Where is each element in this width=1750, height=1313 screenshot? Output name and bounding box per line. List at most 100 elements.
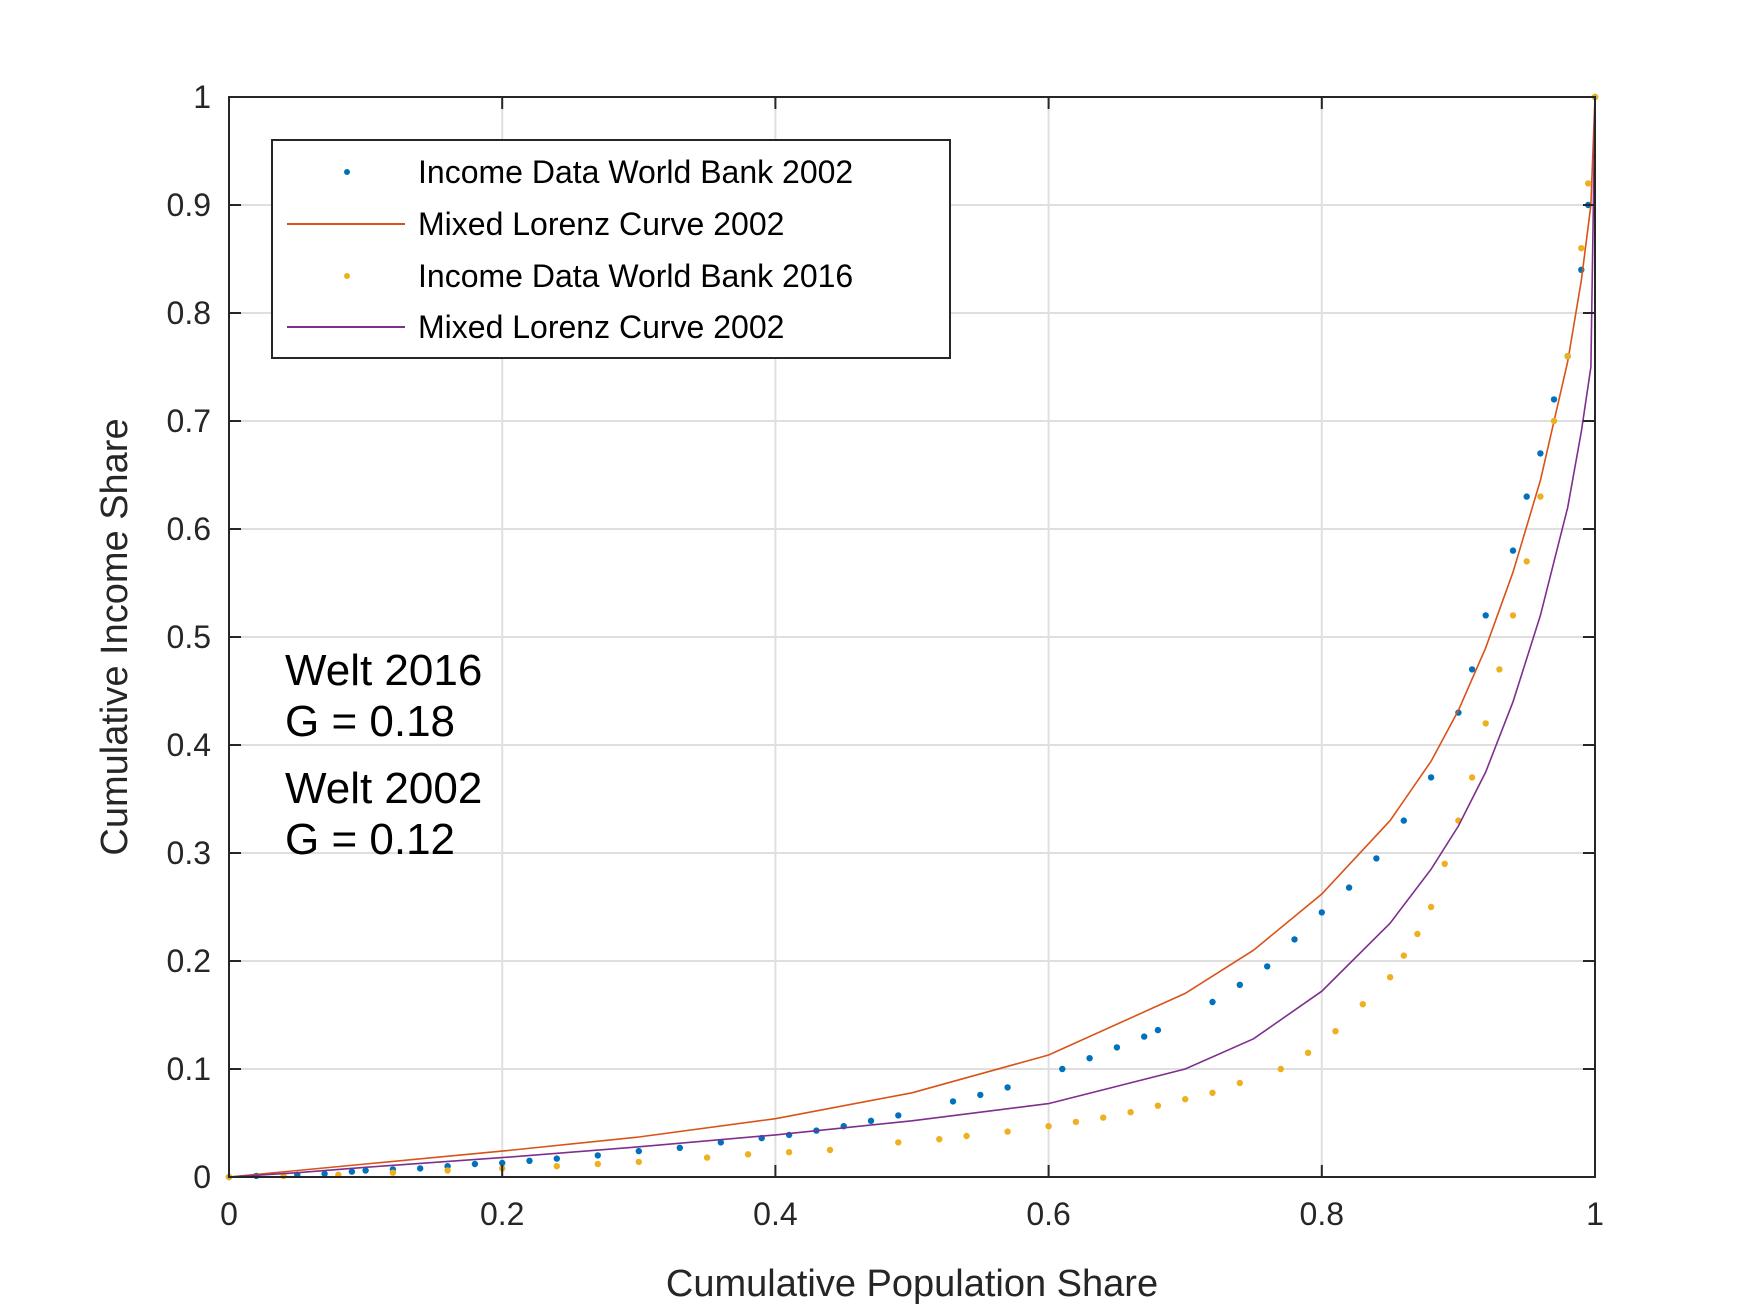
data-point <box>635 1158 642 1166</box>
data-point <box>1482 720 1489 727</box>
y-axis-label: Cumulative Income Share <box>94 418 136 855</box>
y-tick-label: 0.3 <box>167 835 211 871</box>
data-point <box>321 1170 328 1178</box>
y-tick-label: 0.1 <box>167 1051 211 1087</box>
data-point <box>635 1147 642 1155</box>
x-tick-label: 0.2 <box>480 1196 524 1232</box>
data-point <box>1113 1044 1121 1051</box>
data-point <box>1400 952 1408 959</box>
legend-label-mlc-2002-a: Mixed Lorenz Curve 2002 <box>418 206 784 242</box>
data-point <box>417 1165 424 1172</box>
annotation-welt-2002: Welt 2002 <box>285 764 482 813</box>
legend-item-mlc-2002-a: Mixed Lorenz Curve 2002 <box>287 206 784 242</box>
data-point <box>1154 1102 1162 1109</box>
data-point <box>1564 353 1571 360</box>
data-point <box>936 1136 943 1143</box>
data-point <box>1236 981 1244 988</box>
data-point <box>1550 396 1558 403</box>
data-point <box>1359 1001 1367 1008</box>
data-point <box>1264 963 1271 970</box>
data-point <box>1414 930 1421 938</box>
grid-lines <box>229 97 1595 1177</box>
legend-label-wb-2016: Income Data World Bank 2016 <box>418 258 853 294</box>
data-point <box>1059 1065 1066 1073</box>
data-point <box>1127 1109 1134 1116</box>
legend-label-mlc-2002-b: Mixed Lorenz Curve 2002 <box>418 309 784 345</box>
axis-ticks: 0 0.2 0.4 0.6 0.8 1 0 0.1 0.2 0.3 0.4 0.5 0.6 0.7 0.8 0… <box>167 79 1604 1232</box>
series-2 <box>225 93 1599 1181</box>
data-point <box>1509 547 1517 554</box>
data-point <box>1578 245 1585 252</box>
x-tick-label: 0 <box>220 1196 238 1232</box>
series-line <box>228 96 1596 1178</box>
data-point <box>676 1144 683 1152</box>
data-point <box>1045 1123 1052 1130</box>
data-point <box>1277 1065 1285 1073</box>
legend-label-wb-2002: Income Data World Bank 2002 <box>418 154 853 190</box>
series-1 <box>228 96 1596 1178</box>
data-point <box>1182 1096 1189 1103</box>
legend-box <box>271 139 951 359</box>
data-point <box>949 1098 957 1105</box>
legend: Income Data World Bank 2002 Mixed Lorenz… <box>271 139 951 359</box>
legend-item-wb-2002: Income Data World Bank 2002 <box>344 154 853 190</box>
data-point <box>717 1139 724 1146</box>
data-point <box>1100 1114 1107 1121</box>
legend-item-mlc-2002-b: Mixed Lorenz Curve 2002 <box>287 309 784 345</box>
series-line <box>228 96 1596 1178</box>
data-point <box>553 1163 560 1170</box>
y-tick-label: 0.6 <box>167 511 211 547</box>
data-point <box>744 1151 752 1158</box>
y-tick-label: 0.4 <box>167 727 211 763</box>
data-point <box>444 1167 451 1174</box>
data-point <box>826 1146 834 1154</box>
data-point <box>1345 884 1353 891</box>
data-point <box>1072 1118 1080 1126</box>
data-point <box>1550 417 1558 425</box>
y-tick-label: 1 <box>193 79 211 115</box>
data-point <box>1585 180 1592 187</box>
data-point <box>895 1139 902 1146</box>
data-point <box>362 1167 369 1174</box>
data-point <box>1427 774 1435 781</box>
data-point <box>1468 666 1476 673</box>
data-point <box>1004 1084 1011 1091</box>
data-point <box>594 1152 601 1159</box>
data-point <box>1427 903 1435 911</box>
data-point <box>963 1132 970 1140</box>
y-tick-label: 0.2 <box>167 943 211 979</box>
data-point <box>1332 1028 1339 1035</box>
data-point <box>1004 1128 1011 1135</box>
data-point <box>348 1168 356 1175</box>
data-point <box>703 1154 711 1161</box>
data-point <box>1400 817 1408 824</box>
data-point <box>1523 558 1530 565</box>
data-point <box>785 1149 793 1156</box>
data-point <box>1141 1033 1148 1040</box>
data-point <box>1509 612 1517 619</box>
data-point <box>1468 774 1476 781</box>
data-point <box>1154 1026 1162 1034</box>
data-point <box>499 1159 506 1167</box>
data-point <box>389 1169 397 1176</box>
x-tick-label: 0.8 <box>1300 1196 1344 1232</box>
data-point <box>1209 998 1216 1006</box>
data-point <box>1318 909 1326 916</box>
x-axis-label: Cumulative Population Share <box>666 1263 1158 1305</box>
series-layer <box>225 93 1599 1181</box>
annotation-welt-2016: Welt 2016 <box>285 646 482 695</box>
data-point <box>1236 1079 1244 1087</box>
data-point <box>1304 1049 1312 1057</box>
y-tick-label: 0.8 <box>167 295 211 331</box>
y-tick-label: 0.9 <box>167 187 211 223</box>
data-point <box>526 1157 533 1165</box>
data-point <box>1086 1055 1093 1062</box>
data-point <box>594 1160 601 1168</box>
x-tick-label: 0.4 <box>753 1196 797 1232</box>
data-point <box>1291 936 1298 943</box>
data-point <box>1537 493 1544 500</box>
data-point <box>1523 493 1530 500</box>
data-point <box>895 1112 902 1119</box>
x-tick-label: 0.6 <box>1026 1196 1070 1232</box>
